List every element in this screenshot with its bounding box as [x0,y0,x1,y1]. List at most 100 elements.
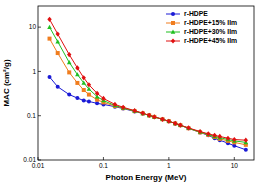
data-point [167,119,171,123]
data-point [75,72,80,76]
data-point [152,115,156,119]
x-tick [234,157,235,160]
data-point [152,115,157,119]
legend-label: r-HDPE [184,10,208,17]
x-tick-label: 10 [231,162,239,169]
data-point [167,119,171,124]
data-point [244,148,248,152]
data-point [56,51,60,55]
x-tick [103,157,104,160]
legend-label: r-HDPE+15% Ilm [184,19,237,26]
data-point [198,130,203,134]
data-point [81,81,86,85]
data-point [113,102,117,107]
data-point [87,82,91,87]
y-tick-label: 0.01 [23,156,36,163]
y-tick [38,115,41,116]
y-tick-label: 0.1 [27,112,36,119]
x-tick [168,157,169,160]
data-point [173,121,177,126]
data-point [152,114,156,119]
data-point [75,81,79,85]
data-point [48,75,52,79]
data-point [152,115,156,119]
legend-marker [171,12,175,16]
data-point [47,25,52,29]
y-tick [38,160,41,161]
data-point [55,39,60,43]
data-point [121,106,126,110]
data-point [178,123,182,128]
data-point [87,99,91,103]
data-point [95,101,99,105]
data-point [67,93,71,97]
legend-label: r-HDPE+45% Ilm [184,37,237,44]
data-point [173,121,178,125]
x-tick-label: 1 [167,162,171,169]
data-point [198,129,202,134]
y-tick-label: 1 [32,68,36,75]
data-point [218,134,222,139]
data-point [147,113,151,117]
data-point [67,60,72,64]
data-point [226,136,230,141]
data-point [141,111,145,115]
data-point [47,17,51,22]
data-point [48,37,52,41]
data-point [67,52,71,57]
data-point [67,70,71,74]
y-tick-label: 10 [29,23,37,30]
x-tick [38,157,39,160]
data-point [160,117,164,122]
data-point [147,113,151,118]
legend-marker [171,30,176,34]
data-point [87,93,91,97]
legend: r-HDPEr-HDPE+15% Ilmr-HDPE+30% Ilmr-HDPE… [166,10,237,44]
data-point [141,111,145,116]
data-point [147,113,152,117]
data-point [161,117,165,121]
data-point [160,117,165,121]
y-tick [38,71,41,72]
data-point [178,123,182,127]
data-point [212,133,216,138]
data-point [186,125,190,130]
data-point [167,119,172,123]
data-point [178,123,182,127]
y-tick [38,27,41,28]
data-point [132,109,137,113]
plot-data [47,17,248,152]
data-point [101,96,105,101]
series-line [50,77,246,150]
y-axis-label: MAC (cm²/g) [2,59,11,106]
legend-marker [171,38,175,43]
data-point [82,88,86,92]
data-point [82,75,86,80]
data-point [232,137,236,142]
data-point [141,112,145,116]
data-point [206,132,211,136]
data-point [147,113,151,117]
data-point [56,31,60,36]
series-line [50,39,246,145]
data-point [75,96,79,100]
data-point [186,126,191,130]
data-point [75,65,79,70]
series-line [50,27,246,142]
data-point [161,117,165,121]
legend-marker [171,21,175,25]
data-point [187,126,191,130]
chart: 0.010.11100.010.1110Photon Energy (MeV)M… [0,0,259,189]
data-point [121,105,125,110]
data-point [178,123,183,127]
x-tick-label: 0.1 [99,162,108,169]
data-point [56,85,60,89]
data-point [173,121,177,125]
data-point [206,131,210,136]
data-point [167,119,171,123]
data-point [187,126,191,130]
series-line [50,19,246,140]
data-point [173,121,177,125]
data-point [82,99,86,103]
data-point [244,138,248,143]
